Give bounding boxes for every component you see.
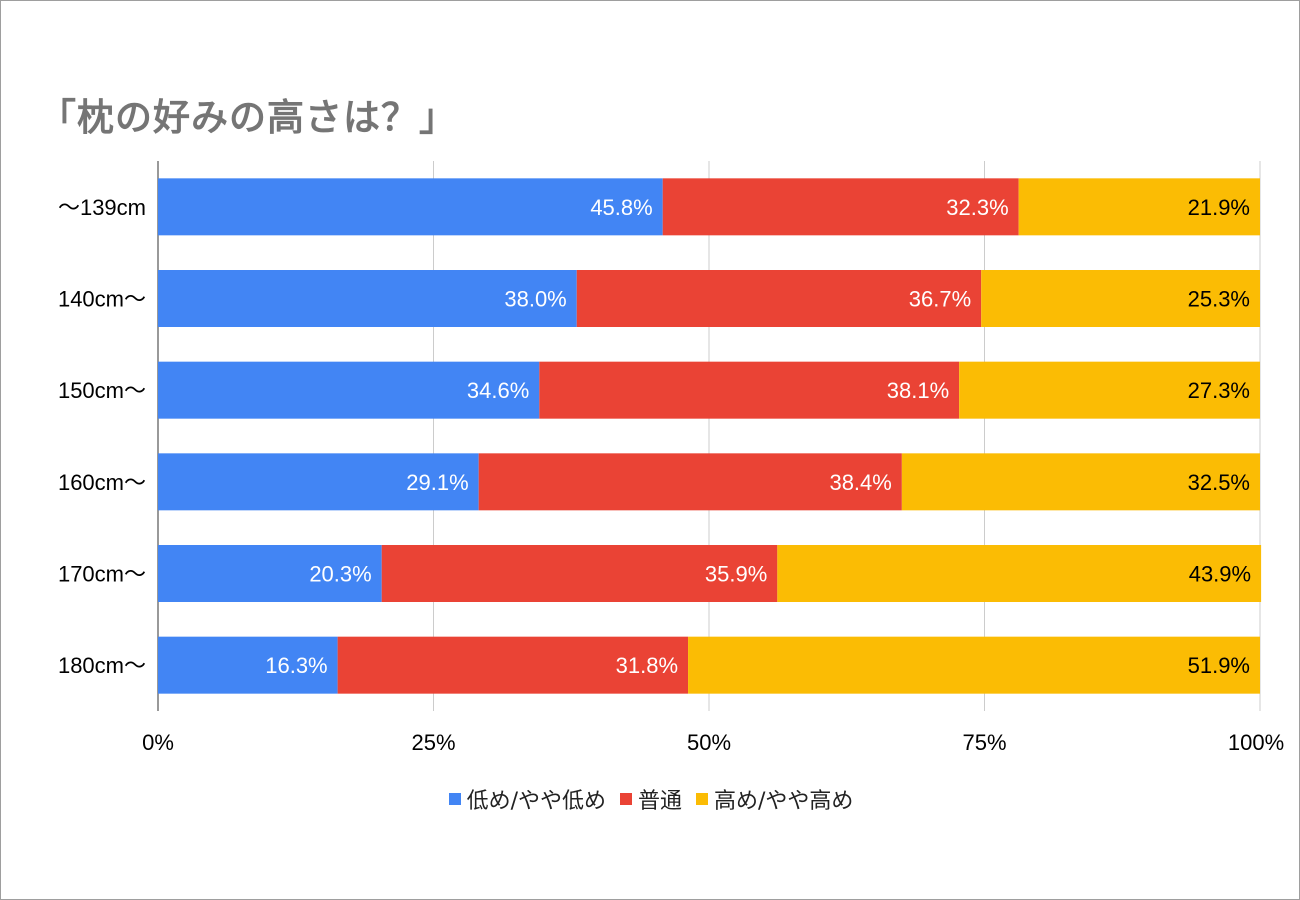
category-label: 160cm〜 (58, 470, 146, 495)
data-label: 51.9% (1188, 653, 1250, 678)
bar-segment[interactable] (576, 270, 982, 327)
data-label: 35.9% (705, 562, 767, 587)
data-label: 20.3% (309, 562, 371, 587)
legend-swatch (696, 793, 708, 805)
bar-segment[interactable] (478, 453, 902, 511)
data-label: 25.3% (1188, 287, 1250, 312)
data-label: 32.5% (1188, 470, 1250, 495)
x-tick-label: 100% (1228, 730, 1284, 755)
legend-swatch (619, 793, 632, 805)
legend-label: 普通 (637, 789, 682, 814)
bar-segment[interactable] (158, 636, 338, 694)
bar-segment[interactable] (662, 178, 1019, 236)
legend-label: 高め/やや高め (714, 789, 854, 814)
x-tick-label: 25% (411, 730, 455, 755)
bar-segment[interactable] (337, 636, 689, 694)
legend-item[interactable]: 低め/やや低め (448, 783, 606, 815)
bar-segment[interactable] (981, 270, 1260, 327)
data-label: 32.3% (946, 195, 1008, 220)
bar-segment[interactable] (539, 361, 960, 419)
data-label: 36.7% (909, 287, 971, 312)
category-label: 180cm〜 (58, 653, 146, 678)
category-label: 140cm〜 (58, 287, 146, 312)
bar-segment[interactable] (158, 545, 382, 602)
x-tick-label: 75% (962, 730, 1006, 755)
legend-swatch (448, 793, 461, 805)
x-tick-label: 50% (687, 730, 731, 755)
x-tick-label: 0% (142, 730, 174, 755)
bar-segment[interactable] (158, 453, 479, 511)
data-label: 31.8% (616, 653, 678, 678)
legend-label: 低め/やや低め (466, 789, 606, 814)
bar-segment[interactable] (158, 178, 663, 236)
category-label: 〜139cm (58, 195, 146, 220)
bar-segment[interactable] (381, 545, 778, 602)
data-label: 27.3% (1188, 378, 1250, 403)
bar-segment[interactable] (158, 270, 577, 327)
data-label: 21.9% (1188, 195, 1250, 220)
bar-segment[interactable] (1018, 178, 1260, 236)
data-label: 34.6% (467, 378, 529, 403)
data-label: 38.1% (887, 378, 949, 403)
chart-legend: 低め/やや低め 普通 高め/やや高め (1, 783, 1300, 815)
legend-item[interactable]: 普通 (619, 783, 682, 815)
data-label: 45.8% (590, 195, 652, 220)
chart-title: 「枕の好みの高さは？」 (39, 96, 457, 139)
bar-segment[interactable] (901, 453, 1260, 511)
category-label: 170cm〜 (58, 562, 146, 587)
bar-segment[interactable] (158, 361, 540, 419)
data-label: 29.1% (406, 470, 468, 495)
data-label: 38.4% (829, 470, 891, 495)
bar-segment[interactable] (688, 636, 1260, 694)
bar-segment[interactable] (777, 545, 1262, 602)
data-label: 38.0% (504, 287, 566, 312)
legend-item[interactable]: 高め/やや高め (696, 783, 853, 815)
bar-segment[interactable] (959, 361, 1260, 419)
data-label: 43.9% (1189, 562, 1251, 587)
category-label: 150cm〜 (58, 378, 146, 403)
data-label: 16.3% (265, 653, 327, 678)
